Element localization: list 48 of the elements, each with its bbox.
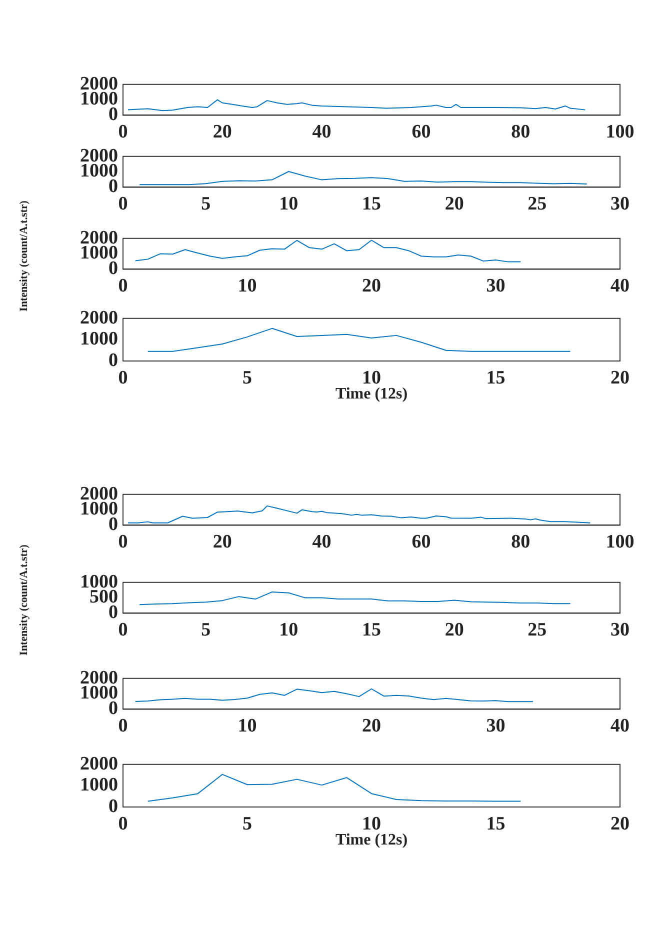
x-tick-label: 15 — [486, 813, 506, 834]
x-tick-label: 40 — [610, 276, 630, 297]
y-axis-title: Intensity (count/A.t.str) — [18, 544, 30, 656]
y-axis-title: Intensity (count/A.t.str) — [18, 200, 30, 312]
x-tick-label: 40 — [312, 122, 332, 143]
x-tick-label: 40 — [312, 532, 332, 553]
y-tick-label: 1000 — [80, 328, 118, 350]
x-tick-label: 20 — [362, 716, 381, 737]
x-tick-label: 5 — [242, 813, 252, 834]
x-tick-label: 30 — [610, 194, 630, 215]
x-tick-label: 20 — [362, 276, 381, 297]
x-tick-label: 20 — [212, 122, 232, 143]
x-tick-label: 10 — [238, 716, 257, 737]
y-tick-label: 2000 — [80, 307, 118, 328]
y-tick-label: 0 — [108, 796, 118, 817]
x-tick-label: 5 — [242, 367, 252, 388]
x-tick-label: 15 — [362, 620, 381, 641]
x-axis-title: Time (12s) — [335, 386, 408, 403]
x-tick-label: 20 — [610, 367, 630, 388]
x-tick-label: 30 — [486, 276, 506, 297]
x-tick-label: 10 — [362, 813, 381, 834]
x-tick-label: 15 — [486, 367, 506, 388]
x-tick-label: 60 — [412, 122, 431, 143]
x-tick-label: 5 — [201, 194, 211, 215]
x-tick-label: 30 — [610, 620, 630, 641]
x-tick-label: 30 — [486, 716, 506, 737]
x-tick-label: 15 — [362, 194, 381, 215]
x-tick-label: 10 — [279, 620, 298, 641]
x-tick-label: 20 — [444, 194, 464, 215]
x-axis-title: Time (12s) — [335, 832, 408, 849]
x-tick-label: 80 — [511, 532, 530, 553]
x-tick-label: 10 — [238, 276, 257, 297]
x-tick-label: 80 — [511, 122, 530, 143]
x-tick-label: 100 — [606, 532, 634, 553]
x-tick-label: 10 — [362, 367, 381, 388]
x-tick-label: 10 — [279, 194, 298, 215]
x-tick-label: 20 — [610, 813, 630, 834]
x-tick-label: 40 — [610, 716, 630, 737]
x-tick-label: 5 — [201, 620, 211, 641]
y-tick-label: 2000 — [80, 753, 118, 774]
y-tick-label: 0 — [108, 350, 118, 371]
x-tick-label: 25 — [528, 194, 547, 215]
x-tick-label: 60 — [412, 532, 431, 553]
x-tick-label: 25 — [528, 620, 547, 641]
x-tick-label: 20 — [444, 620, 464, 641]
x-tick-label: 20 — [212, 532, 232, 553]
y-tick-label: 1000 — [80, 774, 118, 796]
x-tick-label: 100 — [606, 122, 634, 143]
